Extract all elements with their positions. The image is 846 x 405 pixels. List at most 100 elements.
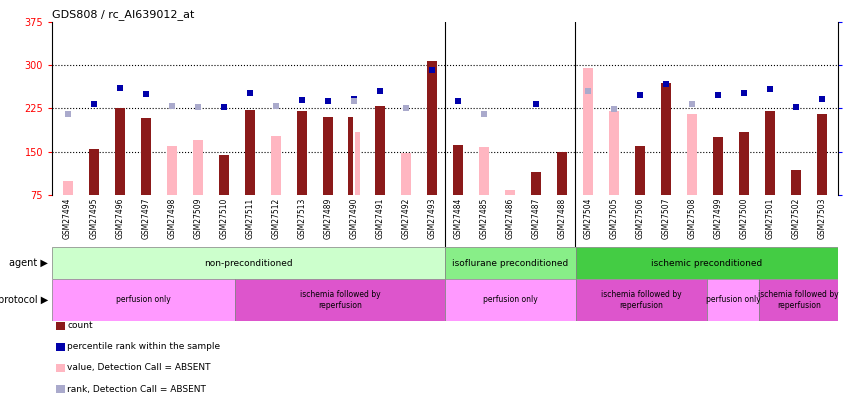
Text: perfusion only: perfusion only: [706, 296, 761, 305]
Point: [451, 98, 464, 104]
Point: [530, 101, 543, 108]
Text: rank, Detection Call = ABSENT: rank, Detection Call = ABSENT: [67, 384, 206, 394]
Bar: [427, 61, 437, 195]
Text: value, Detection Call = ABSENT: value, Detection Call = ABSENT: [67, 363, 211, 373]
Bar: [576, 247, 838, 279]
Point: [660, 81, 673, 87]
Text: agent ▶: agent ▶: [9, 258, 47, 268]
Bar: [576, 279, 707, 321]
Text: protocol ▶: protocol ▶: [0, 295, 47, 305]
Bar: [791, 170, 801, 195]
Text: perfusion only: perfusion only: [483, 296, 538, 305]
Bar: [354, 132, 360, 195]
Bar: [219, 155, 228, 195]
Bar: [401, 153, 411, 195]
Point: [373, 88, 387, 94]
Point: [87, 101, 101, 108]
Text: GDS808 / rc_AI639012_at: GDS808 / rc_AI639012_at: [52, 9, 195, 20]
Text: ischemic preconditioned: ischemic preconditioned: [651, 258, 762, 267]
Point: [269, 102, 283, 109]
Point: [685, 101, 699, 108]
Bar: [707, 279, 760, 321]
Bar: [713, 137, 723, 195]
Text: GSM27513: GSM27513: [297, 198, 306, 239]
Bar: [63, 181, 73, 195]
Text: GSM27505: GSM27505: [610, 198, 618, 239]
Bar: [453, 145, 463, 195]
Text: GSM27488: GSM27488: [558, 198, 567, 239]
Text: GSM27499: GSM27499: [714, 198, 722, 239]
Text: ischemia followed by
reperfusion: ischemia followed by reperfusion: [758, 290, 839, 310]
Text: GSM27501: GSM27501: [766, 198, 775, 239]
Text: GSM27509: GSM27509: [193, 198, 202, 239]
Bar: [445, 279, 576, 321]
Point: [113, 85, 126, 92]
Bar: [445, 247, 576, 279]
Text: GSM27507: GSM27507: [662, 198, 671, 239]
Text: GSM27511: GSM27511: [245, 198, 255, 239]
Bar: [235, 279, 445, 321]
Point: [295, 97, 309, 103]
Bar: [271, 136, 281, 195]
Text: GSM27510: GSM27510: [219, 198, 228, 239]
Text: GSM27504: GSM27504: [584, 198, 593, 239]
Point: [399, 104, 413, 111]
Bar: [375, 106, 385, 195]
Bar: [244, 110, 255, 195]
Text: GSM27502: GSM27502: [792, 198, 801, 239]
Text: GSM27498: GSM27498: [168, 198, 176, 239]
Text: GSM27500: GSM27500: [739, 198, 749, 239]
Point: [139, 91, 152, 97]
Text: GSM27503: GSM27503: [818, 198, 827, 239]
Text: GSM27485: GSM27485: [480, 198, 488, 239]
Text: GSM27493: GSM27493: [427, 198, 437, 239]
Point: [789, 104, 803, 110]
Bar: [531, 172, 541, 195]
Text: ischemia followed by
reperfusion: ischemia followed by reperfusion: [602, 290, 682, 310]
Bar: [140, 118, 151, 195]
Text: GSM27506: GSM27506: [635, 198, 645, 239]
Point: [426, 67, 439, 73]
Point: [217, 104, 231, 110]
Point: [816, 96, 829, 102]
Point: [711, 92, 725, 98]
Text: GSM27512: GSM27512: [272, 198, 280, 239]
Point: [61, 111, 74, 117]
Bar: [115, 108, 124, 195]
Bar: [635, 146, 645, 195]
Text: perfusion only: perfusion only: [116, 296, 171, 305]
Bar: [89, 149, 99, 195]
Bar: [583, 68, 593, 195]
Text: GSM27492: GSM27492: [402, 198, 410, 239]
Bar: [52, 279, 235, 321]
Text: GSM27508: GSM27508: [688, 198, 697, 239]
Text: isoflurane preconditioned: isoflurane preconditioned: [453, 258, 569, 267]
Text: GSM27494: GSM27494: [63, 198, 72, 239]
Bar: [766, 111, 775, 195]
Point: [321, 98, 335, 104]
Point: [581, 87, 595, 94]
Point: [243, 90, 256, 96]
Text: GSM27490: GSM27490: [349, 198, 359, 239]
Bar: [662, 83, 671, 195]
Text: GSM27486: GSM27486: [506, 198, 514, 239]
Bar: [167, 146, 177, 195]
Bar: [687, 114, 697, 195]
Point: [477, 111, 491, 117]
Bar: [609, 111, 619, 195]
Bar: [479, 147, 489, 195]
Point: [347, 98, 360, 104]
Text: GSM27489: GSM27489: [323, 198, 332, 239]
Point: [764, 86, 777, 93]
Text: GSM27497: GSM27497: [141, 198, 151, 239]
Text: percentile rank within the sample: percentile rank within the sample: [67, 342, 220, 352]
Text: GSM27491: GSM27491: [376, 198, 384, 239]
Point: [165, 102, 179, 109]
Text: GSM27484: GSM27484: [453, 198, 463, 239]
Point: [607, 106, 621, 112]
Text: GSM27487: GSM27487: [531, 198, 541, 239]
Text: count: count: [67, 321, 93, 330]
Point: [634, 92, 647, 98]
Bar: [739, 132, 750, 195]
Text: GSM27496: GSM27496: [115, 198, 124, 239]
